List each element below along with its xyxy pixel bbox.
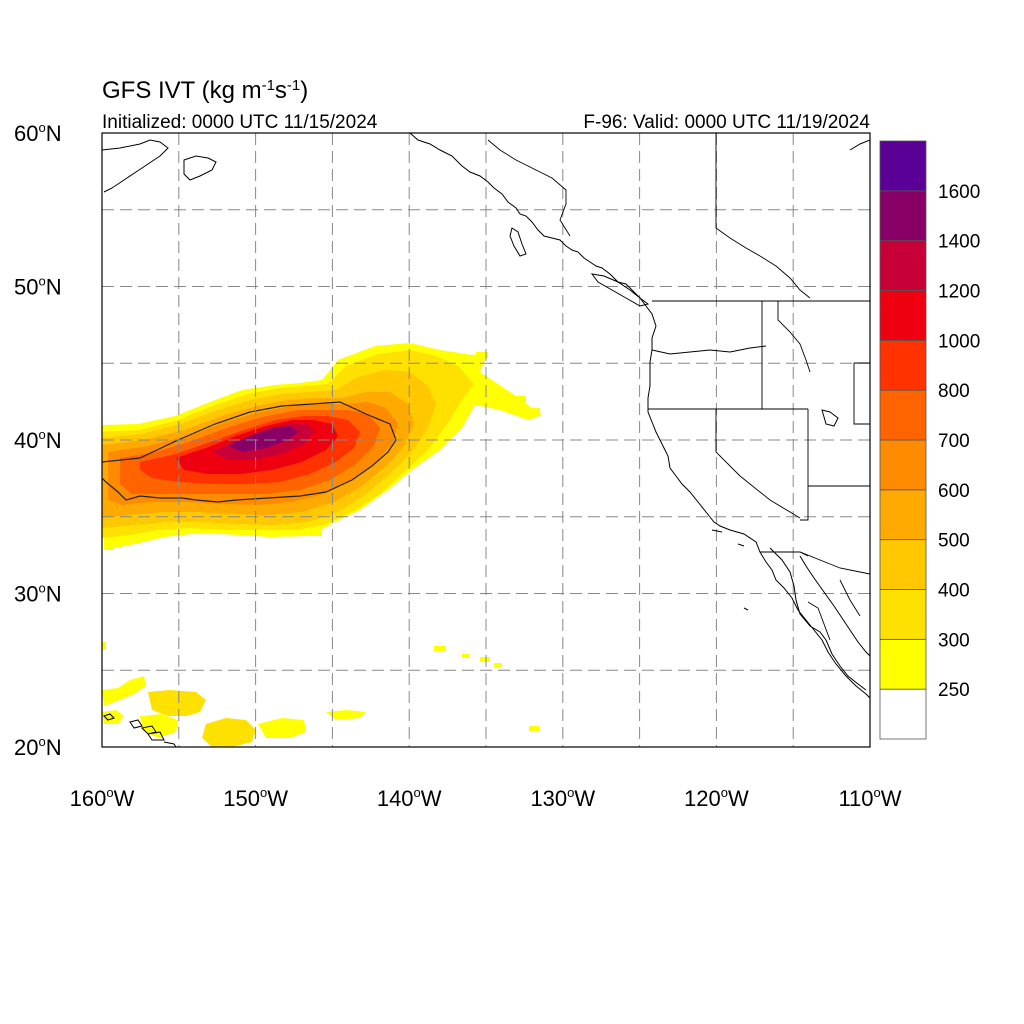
hawaii-islands [103, 713, 177, 747]
lat-label: 40oN [14, 427, 62, 453]
lat-label: 50oN [14, 274, 62, 300]
colorbar-label: 250 [938, 680, 970, 701]
lon-label: 120oW [684, 785, 749, 811]
mexico-mainland-coast [799, 555, 870, 657]
ivt-edge-cells [104, 352, 540, 550]
colorbar-label: 700 [938, 431, 970, 452]
colorbar-swatch [879, 539, 927, 590]
lon-label: 140oW [377, 785, 442, 811]
latitude-labels: 60oN 50oN 40oN 30oN 20oN [14, 120, 62, 760]
ivt-subtropical-patches [102, 642, 539, 747]
colorbar-swatch [879, 688, 927, 740]
colorbar-swatch [879, 290, 927, 341]
colorbar-swatch [879, 389, 927, 441]
colorbar-label: 1400 [938, 232, 980, 253]
lat-label: 20oN [14, 734, 62, 760]
ivt-contour-line [102, 401, 397, 503]
lon-label: 130oW [530, 785, 595, 811]
colorbar-label: 1600 [938, 182, 980, 203]
colorbar-label: 1200 [938, 282, 980, 303]
lon-label: 160oW [70, 785, 135, 811]
initialized-time: Initialized: 0000 UTC 11/15/2024 [102, 112, 378, 133]
figure-title: GFS IVT (kg m-1s-1) [102, 77, 308, 105]
colorbar-label: 500 [938, 531, 970, 552]
colorbar-label: 300 [938, 630, 970, 651]
colorbar-label: 600 [938, 481, 970, 502]
colorbar-swatch [879, 190, 927, 242]
lat-label: 30oN [14, 581, 62, 607]
plot-frame [101, 132, 871, 748]
colorbar-swatch [879, 638, 927, 690]
lat-label: 60oN [14, 120, 62, 146]
ivt-shading [102, 343, 542, 747]
colorbar-label: 400 [938, 581, 970, 602]
baja-peninsula [769, 547, 867, 691]
valid-time: F-96: Valid: 0000 UTC 11/19/2024 [583, 112, 870, 133]
colorbar-label: 800 [938, 381, 970, 402]
colorbar-swatch [879, 339, 927, 391]
lon-label: 150oW [223, 785, 288, 811]
colorbar: 250 300 400 500 600 700 800 1000 1200 1400 1600 [879, 140, 980, 740]
political-borders [487, 133, 870, 641]
ivt-level-1400 [228, 426, 298, 452]
colorbar-swatch [879, 439, 927, 491]
alaska-islands [102, 139, 169, 193]
longitude-labels: 160oW 150oW 140oW 130oW 120oW 110oW [70, 785, 902, 811]
colorbar-label: 1000 [938, 331, 980, 352]
colorbar-swatch [879, 489, 927, 541]
colorbar-swatch [879, 240, 927, 291]
lon-label: 110oW [838, 785, 901, 811]
colorbar-swatch [879, 589, 927, 640]
colorbar-swatch [879, 140, 927, 192]
plot-area [102, 133, 870, 747]
